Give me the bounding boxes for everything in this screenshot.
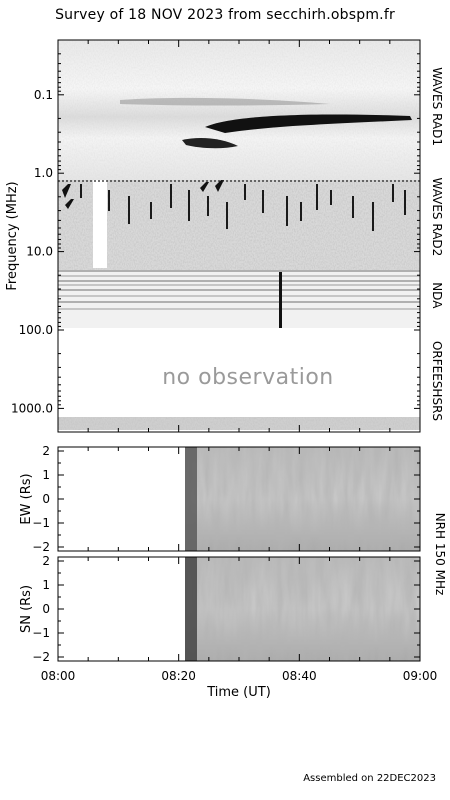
frequency-axis-label: Frequency (MHz) <box>5 181 20 290</box>
rad2-drift-burst <box>65 199 74 209</box>
rad2-burst-line <box>316 184 318 210</box>
time-tick-label: 08:00 <box>41 669 76 683</box>
nrh-tick-label: 2 <box>42 554 50 568</box>
plot-title: Survey of 18 NOV 2023 from secchirh.obsp… <box>55 7 395 23</box>
nrh-ew-onset <box>185 447 197 551</box>
time-x-axis: 08:00 08:20 08:40 09:00 <box>41 40 438 683</box>
instrument-label: WAVES RAD1 <box>430 67 444 146</box>
rad1-burst-faint <box>120 97 330 106</box>
nrh-label: NRH 150 MHz <box>433 513 447 596</box>
rad2-burst-line <box>352 196 354 218</box>
spectrum-tick-label: 1.0 <box>34 166 53 180</box>
spectrum-tick-label: 100.0 <box>19 323 53 337</box>
spectrum-tick-label: 1000.0 <box>11 401 53 415</box>
rad2-drift-burst <box>215 180 224 192</box>
rad2-burst-line <box>108 190 110 211</box>
rad2-burst-line <box>80 184 82 198</box>
rad2-burst-line <box>404 190 406 215</box>
rad2-burst-line <box>392 184 394 202</box>
nrh-tick-label: −1 <box>32 626 50 640</box>
instrument-labels: WAVES RAD1 WAVES RAD2 NDA ORFEESHSRS <box>430 67 444 421</box>
nrh-tick-label: −1 <box>32 516 50 530</box>
rad2-drift-burst <box>62 184 71 198</box>
rad2-burst-line <box>244 184 246 200</box>
instrument-label: ORFEESHSRS <box>430 341 444 421</box>
rad2-burst-line <box>150 202 152 219</box>
ew-y-axis: 2 1 0 −1 −2 <box>32 444 420 554</box>
nda-background <box>58 270 420 328</box>
time-tick-label: 09:00 <box>403 669 438 683</box>
time-axis-label: Time (UT) <box>206 685 271 700</box>
nrh-tick-label: 1 <box>42 468 50 482</box>
nrh-tick-label: 2 <box>42 444 50 458</box>
rad2-burst-line <box>170 184 172 208</box>
rad1-burst-tail <box>182 138 238 149</box>
nrh-tick-label: −2 <box>32 540 50 554</box>
rad2-type3-bursts <box>58 180 420 231</box>
nda-horizontal-lines <box>58 270 420 310</box>
sn-y-axis: 2 1 0 −1 −2 <box>32 554 420 664</box>
instrument-label: WAVES RAD2 <box>430 177 444 256</box>
rad2-burst-line <box>262 190 264 213</box>
spectrum-y-axis: 0.1 1.0 10.0 100.0 1000.0 <box>11 39 420 433</box>
nrh-tick-label: 0 <box>42 602 50 616</box>
spectrum-tick-label: 10.0 <box>26 245 53 259</box>
orfees-empty <box>58 329 420 417</box>
nrh-sn-panel <box>58 557 420 661</box>
rad2-burst-line <box>300 202 302 221</box>
time-tick-label: 08:40 <box>282 669 317 683</box>
rad2-drift-burst <box>200 182 209 192</box>
ew-axis-label: EW (Rs) <box>19 473 34 524</box>
nrh-tick-label: −2 <box>32 650 50 664</box>
nrh-sn-onset <box>185 557 197 661</box>
rad2-burst-line <box>372 202 374 231</box>
spectrum-panel: no observation <box>58 40 420 430</box>
rad2-burst-line <box>188 190 190 221</box>
assembled-date: Assembled on 22DEC2023 <box>303 773 436 784</box>
rad2-burst-line <box>207 196 209 216</box>
nrh-tick-label: 0 <box>42 492 50 506</box>
spectrum-tick-label: 0.1 <box>34 88 53 102</box>
rad2-burst-line <box>286 196 288 226</box>
sn-axis-label: SN (Rs) <box>19 585 34 633</box>
nda-burst-spike <box>279 272 282 328</box>
time-tick-label: 08:20 <box>161 669 196 683</box>
rad2-burst-line <box>128 196 130 224</box>
rad2-burst-line <box>226 202 228 229</box>
rad2-burst-line <box>330 190 332 205</box>
nrh-tick-label: 1 <box>42 578 50 592</box>
rad1-burst-main <box>205 114 412 133</box>
rad2-data-gap <box>93 180 107 268</box>
nrh-ew-panel <box>58 447 420 551</box>
no-observation-label: no observation <box>162 365 334 390</box>
instrument-label: NDA <box>430 282 444 309</box>
